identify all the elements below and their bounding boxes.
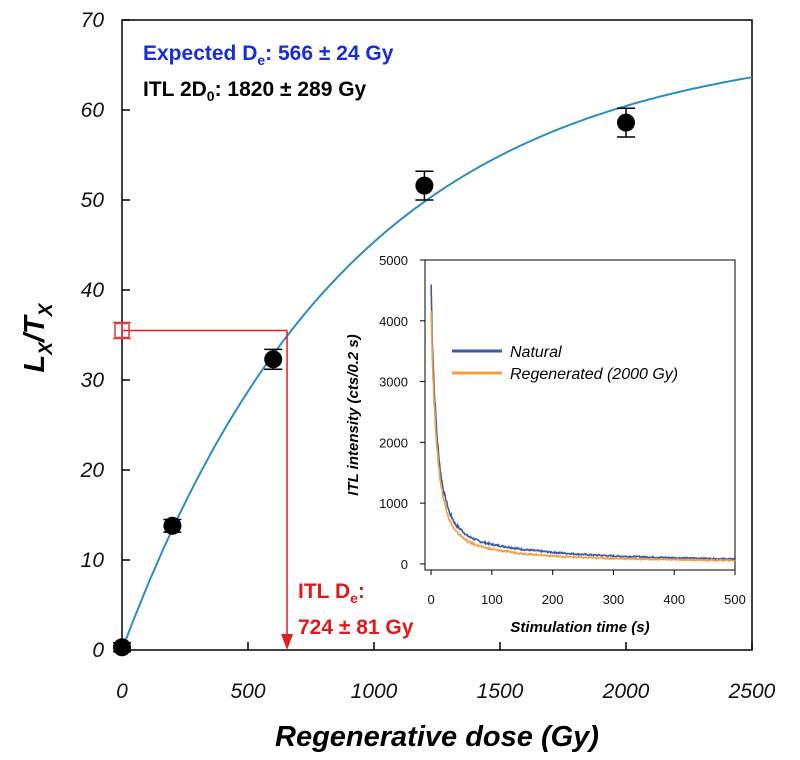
- itl-de-prefix: ITL D: [298, 580, 350, 603]
- data-point: [617, 113, 635, 132]
- inset-x-tick-label: 500: [724, 592, 746, 607]
- x-axis-title: Regenerative dose (Gy): [275, 721, 599, 753]
- y-tick-label: 40: [81, 279, 105, 302]
- expected-de-value: : 566 ± 24 Gy: [265, 42, 394, 65]
- y-axis-title-sub1: X: [36, 341, 57, 356]
- y-axis-title-sep: /T: [19, 314, 51, 344]
- legend-label-regenerated: Regenerated (2000 Gy): [510, 366, 678, 383]
- y-tick-label: 50: [81, 189, 105, 212]
- y-tick-label: 10: [81, 549, 105, 572]
- y-tick-label: 0: [92, 639, 104, 662]
- x-tick-label: 1500: [477, 680, 524, 703]
- data-point: [415, 176, 434, 195]
- x-tick-label: 1000: [351, 680, 398, 703]
- fit-curve: [121, 76, 753, 651]
- data-point: [163, 516, 182, 535]
- itl-2d0-value: : 1820 ± 289 Gy: [215, 78, 367, 101]
- natural-data-point: [114, 322, 130, 339]
- interpolation-arrowhead: [281, 634, 294, 650]
- inset-y-tick-label: 4000: [379, 314, 408, 329]
- inset-series-regenerated: [430, 311, 736, 562]
- y-axis-title-l: L: [19, 355, 51, 373]
- inset-y-tick-label: 1000: [379, 496, 408, 511]
- inset-y-tick-label: 5000: [379, 253, 408, 268]
- expected-de-prefix: Expected D: [143, 42, 257, 65]
- y-axis-title-sub2: X: [36, 302, 57, 317]
- x-tick-label: 2000: [602, 680, 650, 703]
- inset-frame: [424, 259, 736, 571]
- inset-y-tick-label: 2000: [379, 435, 408, 450]
- inset-series-natural: [430, 284, 736, 561]
- itl-de-label: ITL De:: [298, 580, 365, 606]
- y-tick-label: 60: [81, 99, 105, 122]
- inset-x-axis-title: Stimulation time (s): [510, 619, 649, 636]
- legend-label-natural: Natural: [510, 344, 562, 361]
- inset-x-tick-label: 0: [427, 592, 434, 607]
- x-tick-label: 500: [230, 680, 265, 703]
- itl-2d0-prefix: ITL 2D: [143, 78, 207, 101]
- y-tick-label: 30: [81, 369, 105, 392]
- y-axis-title: LX/TX: [19, 302, 57, 372]
- data-point: [113, 638, 131, 657]
- inset-background: [418, 258, 736, 576]
- inset-y-tick-label: 3000: [379, 375, 408, 390]
- expected-de-sub: e: [257, 52, 265, 68]
- expected-de-label: Expected De: 566 ± 24 Gy: [143, 42, 394, 68]
- itl-de-value: 724 ± 81 Gy: [298, 616, 414, 639]
- itl-2d0-sub: 0: [207, 88, 215, 104]
- x-tick-label: 2500: [728, 680, 776, 703]
- inset-x-tick-label: 100: [481, 592, 503, 607]
- x-tick-label: 0: [116, 680, 128, 703]
- y-tick-label: 70: [81, 9, 105, 32]
- inset-y-tick-label: 0: [401, 557, 408, 572]
- inset-marks: [430, 284, 736, 562]
- itl-de-colon: :: [358, 580, 365, 603]
- y-tick-label: 20: [80, 459, 105, 482]
- itl-de-sub: e: [350, 590, 358, 606]
- data-point: [264, 350, 283, 369]
- itl-2d0-label: ITL 2D0: 1820 ± 289 Gy: [143, 78, 367, 104]
- inset-x-tick-label: 400: [663, 592, 685, 607]
- inset-x-tick-label: 200: [542, 592, 564, 607]
- inset-y-axis-title: ITL intensity (cts/0.2 s): [345, 334, 362, 495]
- main-marks: [113, 76, 753, 657]
- inset-x-tick-label: 300: [603, 592, 625, 607]
